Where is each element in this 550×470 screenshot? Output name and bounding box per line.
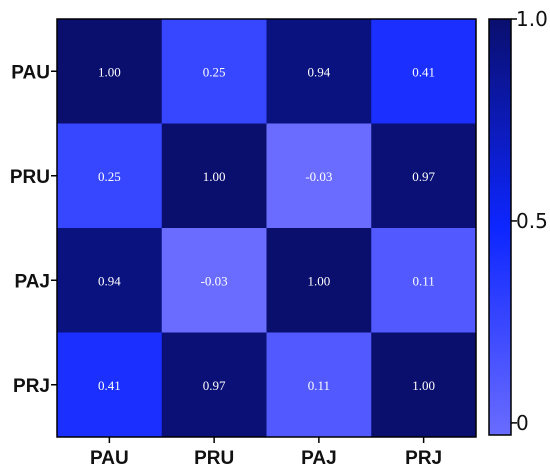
heatmap-cell-2-1 <box>161 228 267 333</box>
heatmap-cell-2-3 <box>371 228 477 333</box>
cell-value-label-1-1: 1.00 <box>203 169 226 184</box>
row-tick-label-1: PRU <box>10 167 50 188</box>
heatmap-cell-3-0 <box>57 332 163 438</box>
cell-value-label-3-2: 0.11 <box>308 378 330 393</box>
heatmap-cell-3-2 <box>266 332 372 438</box>
heatmap-cell-2-2 <box>266 228 372 333</box>
colorbar-tick-label-0: 0 <box>516 411 529 435</box>
heatmap-cell-1-1 <box>161 123 267 229</box>
cell-value-label-0-0: 1.00 <box>98 64 121 79</box>
heatmap-cell-1-3 <box>371 123 477 229</box>
cell-value-label-2-0: 0.94 <box>98 273 121 288</box>
heatmap-cell-0-3 <box>371 19 477 124</box>
heatmap-cell-0-1 <box>161 19 267 124</box>
heatmap-cell-0-0 <box>57 19 163 124</box>
cell-value-label-3-1: 0.97 <box>203 378 226 393</box>
colorbar-tick-label-2: 1.0 <box>516 7 548 31</box>
column-tick-label-2: PAJ <box>301 448 337 469</box>
colorbar <box>488 18 512 436</box>
row-tick-label-3: PRJ <box>13 376 50 397</box>
cell-value-label-1-2: -0.03 <box>305 169 332 184</box>
colorbar-tick-labels: 0 0.5 1.0 <box>511 7 548 435</box>
heatmap-cell-3-1 <box>161 332 267 438</box>
heatmap-frame <box>56 18 477 438</box>
column-tick-label-0: PAU <box>90 448 129 469</box>
heatmap-cells: 1.00 0.25 0.94 0.41 0.25 1.00 -0.03 0.97 0.94 -0.… <box>57 19 477 438</box>
cell-value-label-2-1: -0.03 <box>201 273 228 288</box>
cell-value-label-1-3: 0.97 <box>412 169 435 184</box>
cell-value-label-0-3: 0.41 <box>412 64 435 79</box>
colorbar-tick-label-1: 0.5 <box>516 209 548 233</box>
column-tick-label-1: PRU <box>194 448 234 469</box>
row-tick-label-0: PAU <box>11 62 50 83</box>
row-tick-label-2: PAJ <box>14 271 50 292</box>
column-tick-label-3: PRJ <box>405 448 442 469</box>
cell-value-label-3-0: 0.41 <box>98 378 121 393</box>
column-tick-labels: PAU PRU PAJ PRJ <box>90 437 442 469</box>
row-tick-labels: PAU PRU PAJ PRJ <box>10 62 57 397</box>
heatmap-cell-0-2 <box>266 19 372 124</box>
heatmap-cell-1-0 <box>57 123 163 229</box>
heatmap-cell-1-2 <box>266 123 372 229</box>
cell-value-label-1-0: 0.25 <box>98 169 121 184</box>
cell-value-label-2-3: 0.11 <box>412 273 434 288</box>
heatmap-cell-3-3 <box>371 332 477 438</box>
cell-value-label-0-1: 0.25 <box>203 64 226 79</box>
heatmap-cell-2-0 <box>57 228 163 333</box>
cell-value-label-3-3: 1.00 <box>412 378 435 393</box>
cell-value-label-0-2: 0.94 <box>308 64 331 79</box>
cell-value-label-2-2: 1.00 <box>308 273 331 288</box>
